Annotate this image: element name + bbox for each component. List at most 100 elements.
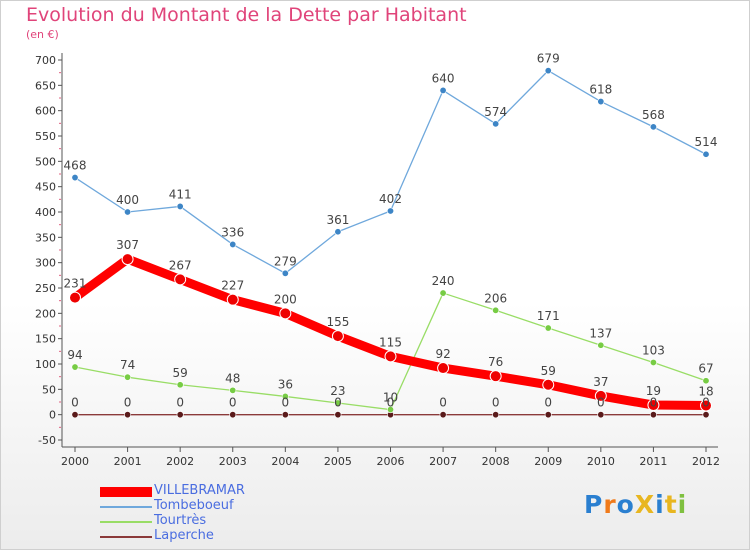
data-point	[702, 411, 710, 419]
data-point	[597, 341, 605, 349]
data-label: 0	[124, 396, 132, 410]
data-label: 200	[274, 292, 297, 306]
x-tick-label: 2006	[377, 455, 405, 468]
y-tick-label: 550	[35, 130, 56, 143]
data-label: 103	[642, 343, 665, 357]
x-tick-label: 2000	[61, 455, 89, 468]
data-point	[176, 202, 184, 210]
legend-item-villebramar: VILLEBRAMAR	[100, 483, 300, 499]
data-point	[174, 273, 187, 286]
legend-swatch	[100, 536, 152, 538]
data-label: 240	[432, 274, 455, 288]
data-point	[544, 411, 552, 419]
data-point	[649, 411, 657, 419]
data-label: 94	[67, 348, 82, 362]
legend-label: VILLEBRAMAR	[154, 483, 245, 498]
data-label: 0	[650, 396, 658, 410]
data-point	[71, 411, 79, 419]
data-point	[594, 389, 607, 402]
data-label: 0	[439, 396, 447, 410]
data-point	[649, 123, 657, 131]
data-point	[124, 208, 132, 216]
x-tick-label: 2010	[587, 455, 615, 468]
data-point	[281, 392, 289, 400]
data-label: 115	[379, 335, 402, 349]
data-label: 36	[278, 377, 293, 391]
data-label: 568	[642, 108, 665, 122]
data-point	[124, 373, 132, 381]
data-point	[492, 306, 500, 314]
data-label: 59	[173, 366, 188, 380]
data-point	[71, 363, 79, 371]
x-tick-label: 2012	[692, 455, 720, 468]
data-label: 48	[225, 371, 240, 385]
data-label: 0	[387, 396, 395, 410]
data-point	[71, 174, 79, 182]
data-label: 227	[221, 279, 244, 293]
x-tick-label: 2011	[639, 455, 667, 468]
data-label: 231	[64, 277, 87, 291]
data-label: 18	[698, 385, 713, 399]
data-point	[386, 207, 394, 215]
data-point	[439, 411, 447, 419]
x-tick-label: 2009	[534, 455, 562, 468]
data-point	[331, 330, 344, 343]
y-tick-label: 350	[35, 231, 56, 244]
data-point	[386, 406, 394, 414]
chart-subtitle: (en €)	[26, 28, 59, 41]
legend-label: Tourtrès	[154, 513, 207, 528]
logo-letter: X	[634, 490, 656, 519]
legend-swatch	[100, 521, 152, 523]
data-point	[281, 411, 289, 419]
data-label: 307	[116, 238, 139, 252]
data-label: 0	[597, 396, 605, 410]
data-point	[384, 350, 397, 363]
data-point	[702, 377, 710, 385]
data-point	[69, 291, 81, 304]
data-point	[334, 228, 342, 236]
data-point	[334, 411, 342, 419]
data-label: 402	[379, 192, 402, 206]
x-tick-label: 2002	[166, 455, 194, 468]
data-point	[439, 86, 447, 94]
y-tick-label: 600	[35, 105, 56, 118]
data-label: 267	[169, 258, 192, 272]
y-tick-label: 300	[35, 257, 56, 270]
x-tick-label: 2004	[271, 455, 299, 468]
data-point	[702, 150, 710, 158]
data-point	[647, 399, 660, 412]
logo-letter: o	[616, 490, 635, 519]
y-tick-label: 500	[35, 155, 56, 168]
data-point	[437, 362, 450, 375]
logo-letter: t	[664, 490, 678, 519]
y-tick-label: 0	[49, 409, 56, 422]
x-tick-label: 2001	[114, 455, 142, 468]
series-line-tombeboeuf	[74, 69, 707, 274]
data-label: 468	[64, 159, 87, 173]
data-point	[176, 381, 184, 389]
y-tick-label: 650	[35, 79, 56, 92]
y-tick-label: 400	[35, 206, 56, 219]
data-label: 155	[326, 315, 349, 329]
chart-legend: VILLEBRAMAR Tombeboeuf Tourtrès Laperche	[100, 483, 300, 544]
data-label: 640	[432, 71, 455, 85]
data-label: 171	[537, 309, 560, 323]
data-label: 19	[646, 384, 661, 398]
y-tick-label: 700	[35, 54, 56, 67]
y-tick-label: -50	[38, 434, 56, 447]
data-label: 0	[229, 396, 237, 410]
logo-letter: r	[603, 490, 617, 519]
data-label: 0	[544, 396, 552, 410]
data-label: 59	[541, 364, 556, 378]
legend-item-tourtres: Tourtrès	[100, 513, 300, 529]
data-label: 0	[71, 396, 79, 410]
data-point	[229, 386, 237, 394]
y-tick-label: 250	[35, 282, 56, 295]
data-label: 92	[435, 347, 450, 361]
x-tick-label: 2003	[219, 455, 247, 468]
y-tick-label: 450	[35, 181, 56, 194]
data-label: 10	[383, 391, 398, 405]
x-tick-label: 2005	[324, 455, 352, 468]
data-point	[489, 370, 502, 383]
